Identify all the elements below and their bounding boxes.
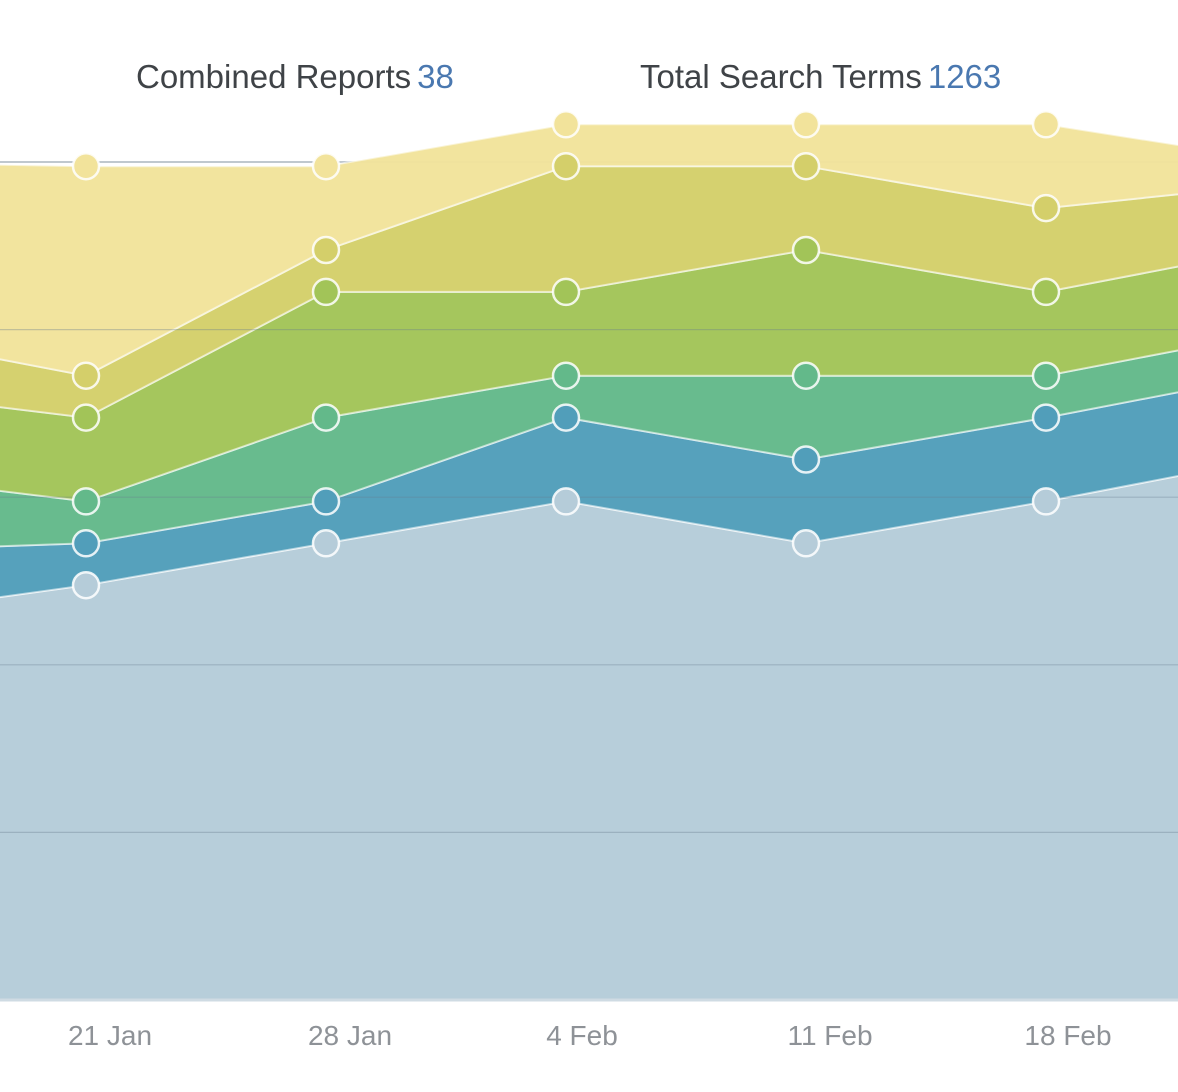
combined-reports-value: 38 xyxy=(417,58,454,95)
data-point[interactable] xyxy=(1031,487,1061,516)
data-point[interactable] xyxy=(551,403,581,432)
data-point[interactable] xyxy=(71,529,101,558)
data-point[interactable] xyxy=(551,277,581,307)
data-point[interactable] xyxy=(551,151,581,181)
data-point[interactable] xyxy=(791,529,821,558)
data-point[interactable] xyxy=(71,570,101,600)
summary-stats: Combined Reports 38 Total Search Terms 126… xyxy=(0,58,1178,102)
data-point[interactable] xyxy=(791,445,821,474)
data-point[interactable] xyxy=(311,403,341,432)
data-point[interactable] xyxy=(551,361,581,390)
data-point[interactable] xyxy=(1031,193,1061,223)
data-point[interactable] xyxy=(1031,277,1061,307)
x-tick-label: 28 Jan xyxy=(308,1020,392,1051)
data-point[interactable] xyxy=(551,110,581,139)
data-point[interactable] xyxy=(71,487,101,516)
combined-reports-label: Combined Reports xyxy=(136,58,412,95)
data-point[interactable] xyxy=(1031,110,1061,139)
x-tick-label: 21 Jan xyxy=(68,1020,152,1051)
data-point[interactable] xyxy=(71,403,101,432)
data-point[interactable] xyxy=(311,151,341,181)
data-point[interactable] xyxy=(791,151,821,181)
x-tick-label: 11 Feb xyxy=(787,1020,872,1051)
data-point[interactable] xyxy=(71,361,101,390)
total-search-terms-value: 1263 xyxy=(927,58,1002,95)
total-search-terms-label: Total Search Terms xyxy=(640,58,922,95)
data-point[interactable] xyxy=(791,110,821,139)
total-search-terms-stat: Total Search Terms 1263 xyxy=(640,58,1001,96)
data-point[interactable] xyxy=(311,487,341,516)
combined-reports-stat: Combined Reports 38 xyxy=(136,58,454,96)
data-point[interactable] xyxy=(551,487,581,516)
data-point[interactable] xyxy=(1031,403,1061,432)
x-tick-label: 18 Feb xyxy=(1024,1020,1111,1051)
data-point[interactable] xyxy=(311,235,341,265)
x-tick-label: 4 Feb xyxy=(546,1020,618,1051)
data-point[interactable] xyxy=(791,361,821,390)
data-point[interactable] xyxy=(311,529,341,558)
data-point[interactable] xyxy=(71,151,101,181)
data-point[interactable] xyxy=(1031,361,1061,390)
data-point[interactable] xyxy=(311,277,341,307)
data-point[interactable] xyxy=(791,235,821,265)
area-series-6 xyxy=(0,123,1178,377)
